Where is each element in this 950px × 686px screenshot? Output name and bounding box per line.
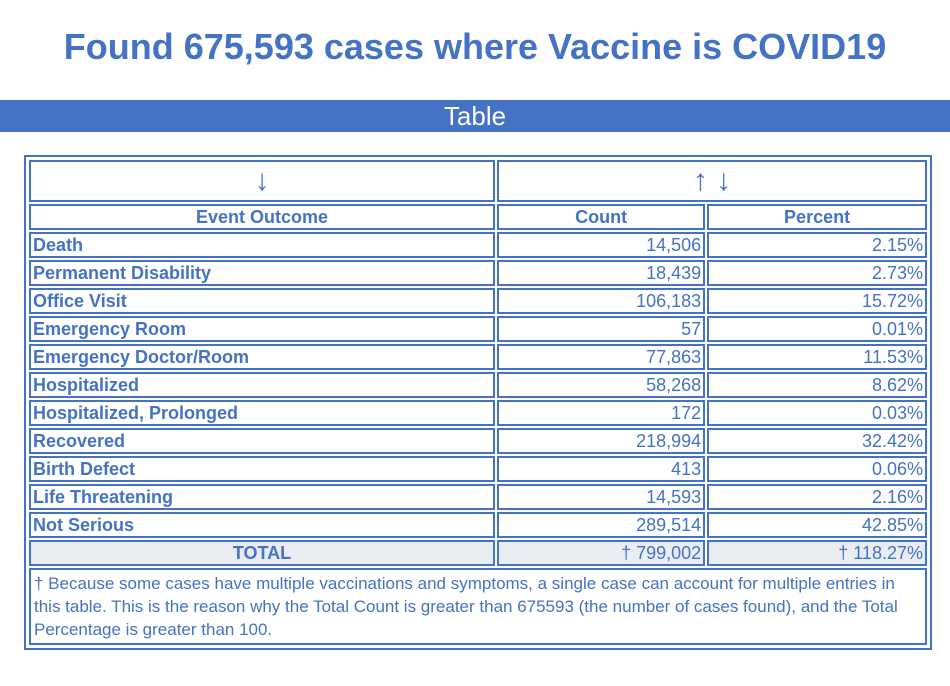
outcome-cell: Emergency Doctor/Room <box>29 344 495 370</box>
sort-up-down-icon[interactable]: ↑ ↓ <box>497 160 927 202</box>
table-row: Hospitalized, Prolonged 172 0.03% <box>29 400 927 426</box>
percent-cell: 8.62% <box>707 372 927 398</box>
total-row: TOTAL † 799,002 † 118.27% <box>29 540 927 566</box>
count-cell: 14,593 <box>497 484 706 510</box>
count-cell: 57 <box>497 316 706 342</box>
table-row: Not Serious 289,514 42.85% <box>29 512 927 538</box>
count-cell: 218,994 <box>497 428 706 454</box>
header-count[interactable]: Count <box>497 204 706 230</box>
count-cell: 289,514 <box>497 512 706 538</box>
table-row: Emergency Doctor/Room 77,863 11.53% <box>29 344 927 370</box>
table-row: Recovered 218,994 32.42% <box>29 428 927 454</box>
total-count: † 799,002 <box>497 540 706 566</box>
results-table: ↓ ↑ ↓ Event Outcome Count Percent Death 1… <box>27 158 929 647</box>
section-header: Table <box>0 100 950 132</box>
sort-down-icon[interactable]: ↓ <box>29 160 495 202</box>
percent-cell: 15.72% <box>707 288 927 314</box>
percent-cell: 42.85% <box>707 512 927 538</box>
percent-cell: 0.01% <box>707 316 927 342</box>
total-label: TOTAL <box>29 540 495 566</box>
table-row: Birth Defect 413 0.06% <box>29 456 927 482</box>
outcome-cell: Hospitalized <box>29 372 495 398</box>
header-event-outcome[interactable]: Event Outcome <box>29 204 495 230</box>
count-cell: 77,863 <box>497 344 706 370</box>
outcome-cell: Office Visit <box>29 288 495 314</box>
outcome-cell: Emergency Room <box>29 316 495 342</box>
table-row: Permanent Disability 18,439 2.73% <box>29 260 927 286</box>
count-cell: 18,439 <box>497 260 706 286</box>
outcome-cell: Life Threatening <box>29 484 495 510</box>
table-row: Office Visit 106,183 15.72% <box>29 288 927 314</box>
percent-cell: 2.73% <box>707 260 927 286</box>
count-cell: 172 <box>497 400 706 426</box>
results-table-container: ↓ ↑ ↓ Event Outcome Count Percent Death 1… <box>24 155 932 650</box>
header-percent[interactable]: Percent <box>707 204 927 230</box>
percent-cell: 0.03% <box>707 400 927 426</box>
outcome-cell: Permanent Disability <box>29 260 495 286</box>
count-cell: 413 <box>497 456 706 482</box>
percent-cell: 2.15% <box>707 232 927 258</box>
page-title: Found 675,593 cases where Vaccine is COV… <box>63 26 887 67</box>
outcome-cell: Death <box>29 232 495 258</box>
table-row: Hospitalized 58,268 8.62% <box>29 372 927 398</box>
outcome-cell: Hospitalized, Prolonged <box>29 400 495 426</box>
count-cell: 58,268 <box>497 372 706 398</box>
count-cell: 106,183 <box>497 288 706 314</box>
table-row: Emergency Room 57 0.01% <box>29 316 927 342</box>
footnote: † Because some cases have multiple vacci… <box>29 568 927 645</box>
percent-cell: 32.42% <box>707 428 927 454</box>
percent-cell: 0.06% <box>707 456 927 482</box>
outcome-cell: Recovered <box>29 428 495 454</box>
total-percent: † 118.27% <box>707 540 927 566</box>
percent-cell: 2.16% <box>707 484 927 510</box>
percent-cell: 11.53% <box>707 344 927 370</box>
outcome-cell: Not Serious <box>29 512 495 538</box>
count-cell: 14,506 <box>497 232 706 258</box>
table-row: Death 14,506 2.15% <box>29 232 927 258</box>
outcome-cell: Birth Defect <box>29 456 495 482</box>
table-row: Life Threatening 14,593 2.16% <box>29 484 927 510</box>
